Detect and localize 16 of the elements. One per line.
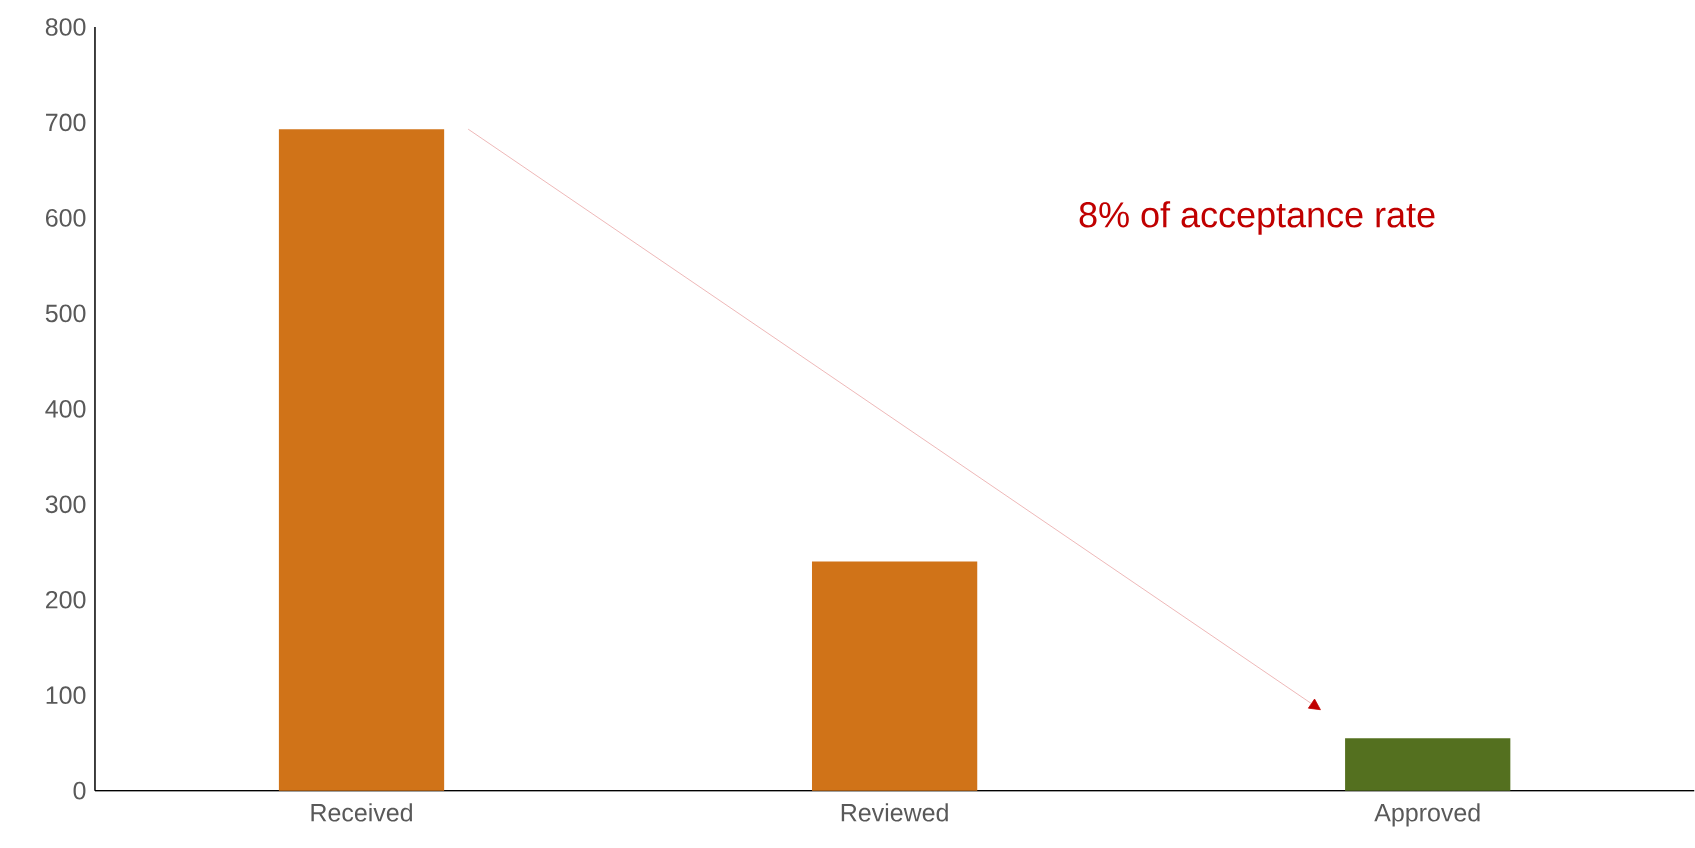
- x-tick-label: Approved: [1374, 803, 1480, 827]
- y-tick-label: 300: [45, 495, 86, 514]
- y-tick-label: 200: [46, 591, 86, 609]
- y-tick-label: 400: [45, 400, 86, 418]
- y-tick-label: 800: [45, 18, 86, 37]
- x-tick-label: Reviewed: [841, 803, 948, 822]
- y-tick-label: 700: [46, 113, 86, 132]
- bar: [1345, 738, 1511, 791]
- y-tick-label: 500: [45, 304, 86, 323]
- y-tick-label: 0: [73, 781, 86, 800]
- bar: [278, 129, 445, 791]
- bar: [811, 561, 978, 791]
- y-tick-label: 600: [46, 209, 86, 227]
- y-tick-label: 100: [46, 686, 86, 705]
- x-tick-label: Received: [311, 803, 412, 822]
- annotation: 8% of acceptance rate: [1079, 201, 1435, 235]
